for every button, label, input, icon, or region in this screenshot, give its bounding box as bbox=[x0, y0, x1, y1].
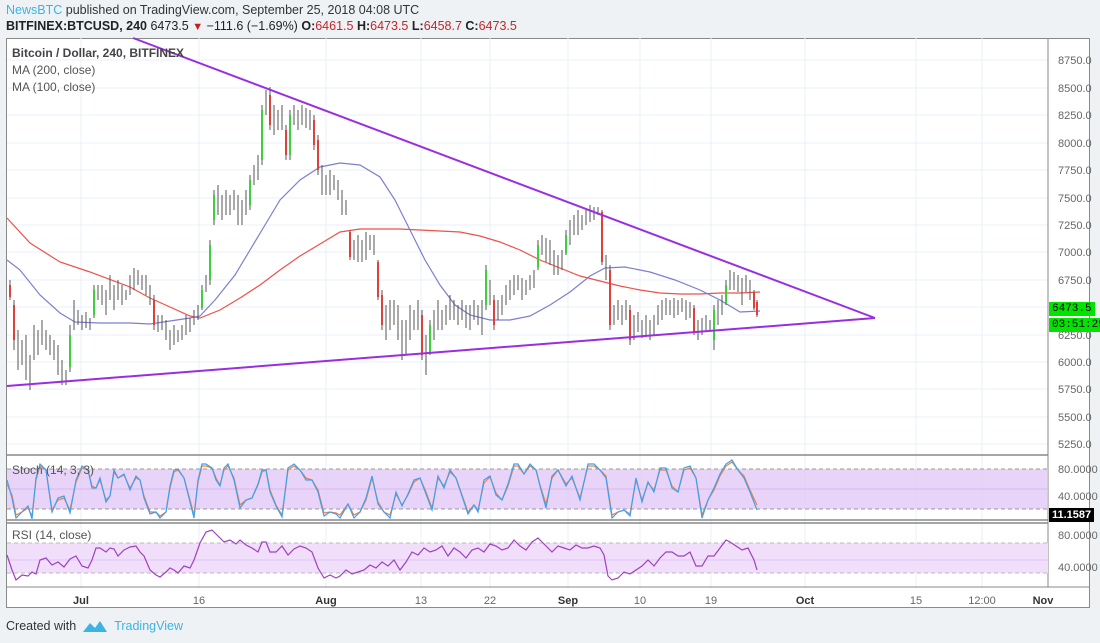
ma200-legend[interactable]: MA (200, close) bbox=[12, 63, 96, 77]
last-price-badge: 6473.5 bbox=[1049, 302, 1095, 316]
open-label: O: bbox=[301, 19, 316, 33]
support-trendline[interactable] bbox=[6, 317, 876, 387]
stoch-label[interactable]: Stoch (14, 3, 3) bbox=[12, 463, 95, 477]
svg-text:5250.0: 5250.0 bbox=[1058, 439, 1092, 451]
svg-text:40.0000: 40.0000 bbox=[1058, 491, 1098, 503]
rsi-pane bbox=[6, 529, 1048, 581]
svg-text:Jul: Jul bbox=[73, 595, 89, 607]
low-value: 6458.7 bbox=[423, 19, 462, 33]
svg-text:8750.0: 8750.0 bbox=[1058, 55, 1092, 67]
close-value: 6473.5 bbox=[478, 19, 517, 33]
ma100-legend[interactable]: MA (100, close) bbox=[12, 80, 96, 94]
publish-info: NewsBTC published on TradingView.com, Se… bbox=[6, 3, 419, 17]
close-label: C: bbox=[465, 19, 479, 33]
rsi-label[interactable]: RSI (14, close) bbox=[12, 528, 92, 542]
symbol-info-bar: BITFINEX:BTCUSD, 240 6473.5 ▼ −111.6 (−1… bbox=[6, 19, 517, 33]
svg-text:80.0000: 80.0000 bbox=[1058, 530, 1098, 542]
svg-text:5500.0: 5500.0 bbox=[1058, 412, 1092, 424]
tradingview-link[interactable]: TradingView bbox=[114, 619, 183, 633]
svg-text:6000.0: 6000.0 bbox=[1058, 357, 1092, 369]
price-change: −111.6 (−1.69%) bbox=[206, 19, 298, 33]
chart-legend: Bitcoin / Dollar, 240, BITFINEX MA (200,… bbox=[12, 45, 184, 96]
svg-text:8000.0: 8000.0 bbox=[1058, 138, 1092, 150]
svg-text:19: 19 bbox=[705, 595, 717, 607]
stoch-pane bbox=[6, 459, 1048, 520]
publisher-link[interactable]: NewsBTC bbox=[6, 3, 63, 17]
svg-text:12:00: 12:00 bbox=[968, 595, 996, 607]
tradingview-logo-icon bbox=[83, 621, 108, 632]
countdown-badge: 03:51:29 bbox=[1049, 318, 1100, 332]
series-title: Bitcoin / Dollar, 240, BITFINEX bbox=[12, 46, 185, 60]
svg-text:80.0000: 80.0000 bbox=[1058, 464, 1098, 476]
svg-text:22: 22 bbox=[484, 595, 496, 607]
high-value: 6473.5 bbox=[370, 19, 409, 33]
svg-text:7000.0: 7000.0 bbox=[1058, 247, 1092, 259]
svg-text:8250.0: 8250.0 bbox=[1058, 110, 1092, 122]
ma200-line bbox=[6, 217, 761, 319]
published-text: published on TradingView.com, September … bbox=[65, 3, 420, 17]
candles bbox=[9, 87, 758, 390]
stoch-value-badge: 11.1587 bbox=[1049, 508, 1095, 522]
high-label: H: bbox=[356, 19, 371, 33]
down-arrow-icon: ▼ bbox=[192, 21, 204, 33]
svg-text:7750.0: 7750.0 bbox=[1058, 165, 1092, 177]
svg-text:Oct: Oct bbox=[796, 595, 815, 607]
svg-text:7250.0: 7250.0 bbox=[1058, 220, 1092, 232]
low-label: L: bbox=[411, 19, 424, 33]
symbol-label: BITFINEX:BTCUSD, 240 bbox=[6, 19, 147, 33]
svg-text:10: 10 bbox=[634, 595, 646, 607]
svg-text:7500.0: 7500.0 bbox=[1058, 193, 1092, 205]
svg-text:6750.0: 6750.0 bbox=[1058, 275, 1092, 287]
chart-container[interactable] bbox=[6, 38, 1090, 608]
open-value: 6461.5 bbox=[315, 19, 354, 33]
svg-text:16: 16 bbox=[193, 595, 205, 607]
resistance-trendline[interactable] bbox=[132, 37, 876, 319]
svg-text:Sep: Sep bbox=[558, 595, 578, 607]
svg-text:40.0000: 40.0000 bbox=[1058, 562, 1098, 574]
svg-text:13: 13 bbox=[415, 595, 427, 607]
footer: Created with TradingView bbox=[6, 619, 183, 633]
created-with-text: Created with bbox=[6, 619, 77, 633]
svg-text:5750.0: 5750.0 bbox=[1058, 384, 1092, 396]
svg-text:8500.0: 8500.0 bbox=[1058, 83, 1092, 95]
time-axis[interactable]: Jul 16 Aug 13 22 Sep 10 19 Oct 15 12:00 … bbox=[73, 595, 1054, 607]
last-price: 6473.5 bbox=[150, 19, 189, 33]
svg-text:15: 15 bbox=[910, 595, 922, 607]
svg-text:Nov: Nov bbox=[1033, 595, 1055, 607]
price-axis[interactable]: 8750.0 8500.0 8250.0 8000.0 7750.0 7500.… bbox=[1058, 55, 1098, 574]
svg-text:6250.0: 6250.0 bbox=[1058, 330, 1092, 342]
ma100-line bbox=[6, 162, 761, 325]
svg-text:Aug: Aug bbox=[315, 595, 336, 607]
